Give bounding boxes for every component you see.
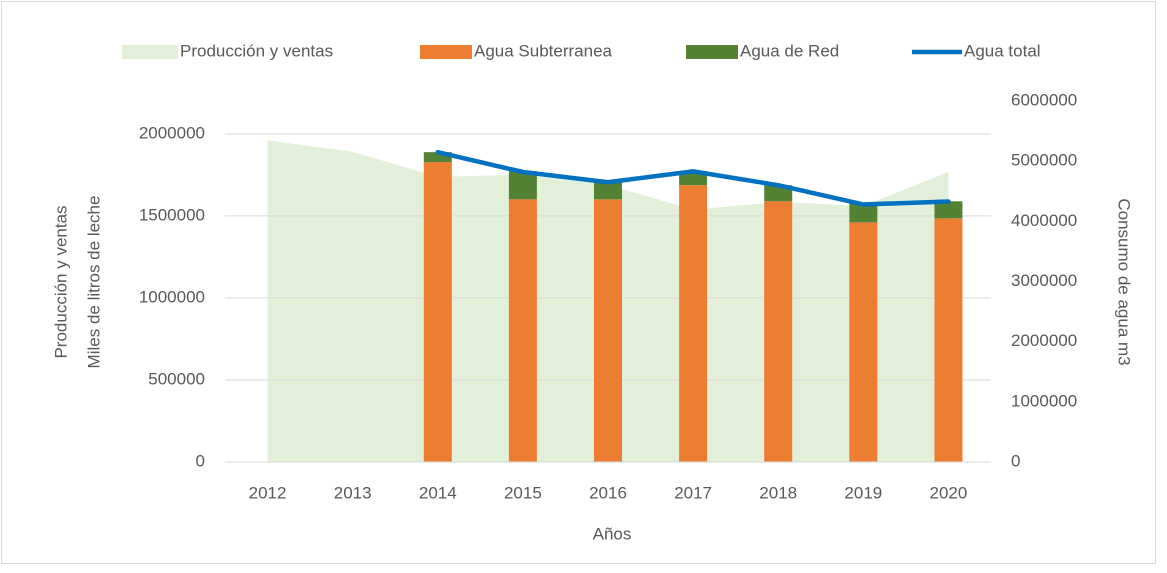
legend-label: Agua total (964, 41, 1041, 60)
y2-tick-label: 5000000 (1011, 151, 1077, 170)
x-tick-label: 2020 (930, 483, 968, 502)
x-axis-title: Años (593, 524, 632, 543)
legend-swatch (420, 45, 472, 59)
legend-label: Producción y ventas (180, 41, 333, 60)
legend-label: Agua de Red (740, 41, 839, 60)
bar (423, 162, 452, 462)
bar (934, 218, 963, 462)
y2-axis-title: Consumo de agua m3 (1115, 198, 1134, 365)
y2-tick-label: 1000000 (1011, 391, 1077, 410)
bar (934, 201, 963, 219)
x-tick-label: 2017 (674, 483, 712, 502)
y2-tick-label: 6000000 (1011, 90, 1077, 109)
y2-tick-label: 2000000 (1011, 331, 1077, 350)
bar (508, 171, 537, 200)
y-tick-label: 500000 (148, 369, 205, 388)
y2-tick-label: 0 (1011, 451, 1020, 470)
x-tick-label: 2014 (419, 483, 457, 502)
legend-swatch (122, 45, 178, 59)
bar (594, 199, 622, 462)
bar (764, 201, 793, 462)
x-tick-label: 2013 (334, 483, 372, 502)
bar (679, 185, 708, 462)
x-tick-label: 2015 (504, 483, 542, 502)
y-axis-title: Miles de litros de leche (84, 196, 103, 369)
x-tick-label: 2012 (249, 483, 287, 502)
bar (594, 181, 622, 200)
y-tick-label: 2000000 (139, 123, 205, 142)
x-tick-label: 2019 (844, 483, 882, 502)
line (435, 149, 951, 207)
legend-swatch (686, 45, 738, 59)
y2-tick-label: 3000000 (1011, 271, 1077, 290)
x-tick-label: 2018 (759, 483, 797, 502)
bar (423, 152, 452, 163)
y-axis-title: Producción y ventas (51, 205, 70, 358)
bar (764, 185, 793, 202)
y-tick-label: 0 (196, 451, 205, 470)
y2-tick-label: 4000000 (1011, 211, 1077, 230)
bar (849, 222, 878, 462)
legend-label: Agua Subterranea (474, 41, 613, 60)
x-tick-label: 2016 (589, 483, 627, 502)
bar (508, 199, 537, 462)
y-tick-label: 1500000 (139, 205, 205, 224)
bar (849, 202, 878, 223)
y-tick-label: 1000000 (139, 287, 205, 306)
